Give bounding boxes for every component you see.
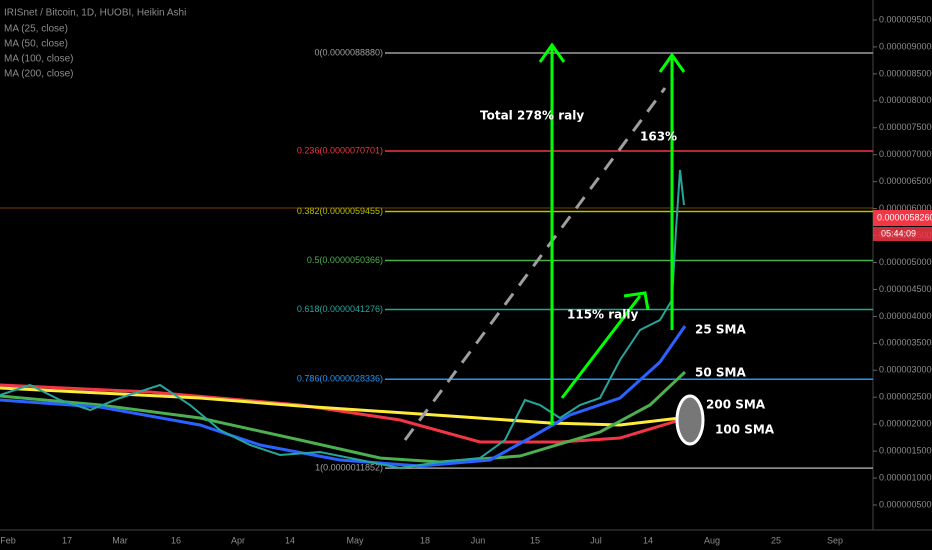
- price-tick-label: 0.0000045000: [879, 284, 932, 294]
- time-tick-label: Mar: [112, 535, 128, 545]
- fib-label: 0.382(0.0000059455): [297, 206, 383, 216]
- fib-label: 0.618(0.0000041276): [297, 304, 383, 314]
- fib-label: 0(0.0000088880): [314, 47, 383, 57]
- price-tick-label: 0.0000030000: [879, 365, 932, 375]
- time-tick-label: 16: [171, 535, 181, 545]
- sma-25: [0, 325, 687, 468]
- annotation: 163%: [640, 130, 677, 144]
- time-tick-label: 15: [530, 535, 540, 545]
- time-tick-label: 14: [285, 535, 295, 545]
- arrow-total: [538, 42, 566, 425]
- price-tick-label: 0.0000050000: [879, 257, 932, 267]
- time-tick-label: May: [346, 535, 364, 545]
- time-tick-label: Apr: [231, 535, 245, 545]
- indicator: MA (50, close): [4, 39, 68, 50]
- time-tick-label: Aug: [704, 535, 720, 545]
- time-tick-label: 25: [771, 535, 781, 545]
- annotation: Total 278% raly: [480, 109, 584, 123]
- sma-50: [0, 370, 687, 464]
- annotation: 50 SMA: [695, 366, 746, 380]
- annotation: 200 SMA: [706, 398, 766, 412]
- time-ticks: Feb 17 Mar 16 Apr 14 May 18 Jun 15 Jul 14 Aug 25 Sep: [0, 535, 843, 545]
- time-tick-label: Sep: [827, 535, 843, 545]
- countdown-box: [873, 227, 932, 241]
- price-tick-label: 0.0000015000: [879, 445, 932, 455]
- annotation: 115% rally: [567, 308, 638, 322]
- sma-100: [0, 386, 681, 427]
- time-tick-label: 18: [420, 535, 430, 545]
- price-tick-label: 0.0000085000: [879, 68, 932, 78]
- price-tick-label: 0.0000070000: [879, 149, 932, 159]
- annotation: 25 SMA: [695, 323, 746, 337]
- price-tick-label: 0.0000035000: [879, 338, 932, 348]
- countdown-label: 05:44:09: [881, 228, 916, 238]
- time-tick-label: 14: [643, 535, 653, 545]
- fib-label: 1(0.0000011852): [315, 462, 383, 472]
- price-tick-label: 0.0000095000: [879, 14, 932, 24]
- price-tick-label: 0.0000040000: [879, 311, 932, 321]
- price-tick-label: 0.0000090000: [879, 41, 932, 51]
- fib-levels: 0(0.0000088880) 0.236(0.0000070701) 0.382(…: [297, 47, 873, 472]
- time-tick-label: Jun: [471, 535, 486, 545]
- price-trace: [0, 169, 685, 470]
- price-tick-label: 0.0000060000: [879, 203, 932, 213]
- highlight-ellipse: [675, 394, 705, 446]
- fib-label: 0.5(0.0000050366): [307, 255, 383, 265]
- price-tick-label: 0.0000075000: [879, 122, 932, 132]
- arrow-115: [560, 291, 650, 399]
- time-tick-label: 17: [62, 535, 72, 545]
- current-price-label: 0.0000058260: [877, 212, 932, 222]
- indicator: MA (25, close): [4, 24, 68, 35]
- annotation: 100 SMA: [715, 423, 775, 437]
- price-tick-label: 0.0000065000: [879, 176, 932, 186]
- fib-label: 0.236(0.0000070701): [297, 145, 383, 155]
- indicator: MA (100, close): [4, 54, 73, 65]
- price-tick-label: 0.0000005000: [879, 499, 932, 509]
- price-tick-label: 0.0000080000: [879, 95, 932, 105]
- price-tick-label: 0.0000010000: [879, 472, 932, 482]
- price-tick-label: 0.0000025000: [879, 392, 932, 402]
- symbol-title: IRISnet / Bitcoin, 1D, HUOBI, Heikin Ash…: [4, 8, 186, 19]
- arrow-163: [658, 52, 686, 330]
- trend-dashed: [403, 87, 667, 441]
- price-tick-label: 0.0000020000: [879, 419, 932, 429]
- current-price-box: [873, 210, 932, 226]
- time-tick-label: Jul: [590, 535, 602, 545]
- indicator: MA (200, close): [4, 69, 73, 80]
- time-tick-label: Feb: [0, 535, 16, 545]
- fib-label: 0.786(0.0000028336): [297, 374, 383, 384]
